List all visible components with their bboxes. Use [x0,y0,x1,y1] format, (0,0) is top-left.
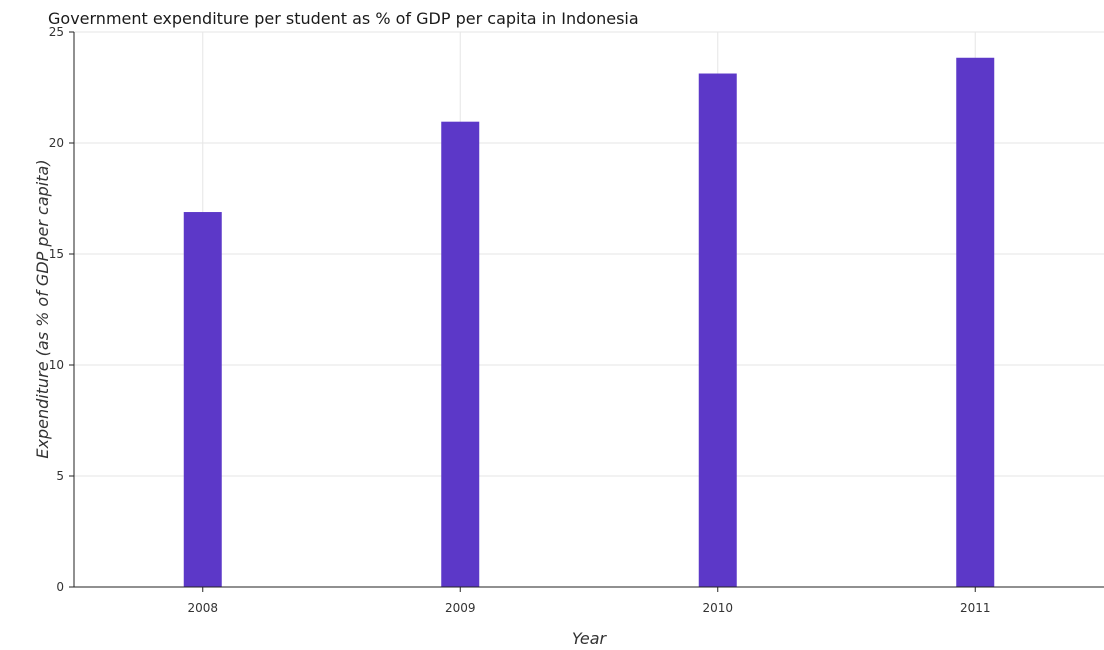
bar-2009 [441,121,480,588]
y-tick-label-0: 0 [56,580,64,594]
bar-layer [183,57,995,588]
bar-2008 [183,212,222,588]
x-tick-label-2011: 2011 [960,601,991,615]
chart-title: Government expenditure per student as % … [48,9,639,28]
y-tick-label-1: 5 [56,469,64,483]
bar-2010 [698,73,737,588]
axis-layer: 0 5 10 15 20 25 2008 2009 2010 2011 [49,25,1104,615]
y-axis-label: Expenditure (as % of GDP per capita) [33,159,52,458]
x-tick-label-2008: 2008 [187,601,218,615]
x-tick-label-2009: 2009 [445,601,476,615]
x-tick-label-2010: 2010 [702,601,733,615]
y-tick-label-4: 20 [49,136,64,150]
grid-layer [74,31,1104,587]
y-tick-label-2: 10 [49,358,64,372]
y-tick-label-5: 25 [49,25,64,39]
x-axis-label: Year [572,629,608,648]
y-tick-label-3: 15 [49,247,64,261]
bar-2011 [956,57,995,587]
